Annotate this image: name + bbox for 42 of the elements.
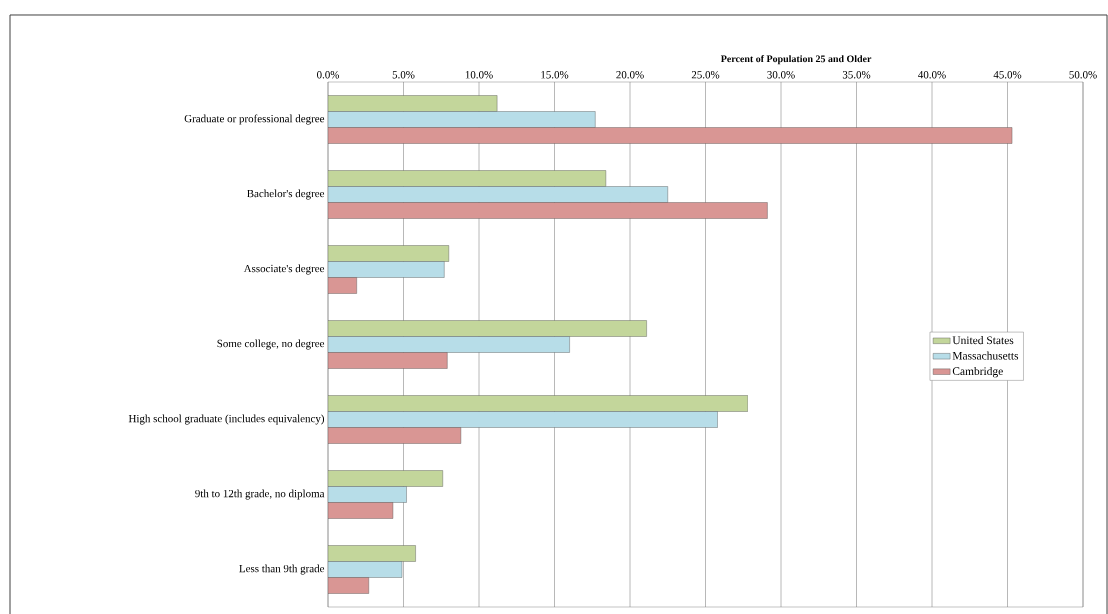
bar (328, 320, 647, 337)
bar (328, 95, 498, 112)
legend-label: Massachusetts (952, 351, 1019, 360)
bar (328, 111, 596, 128)
bar (328, 245, 449, 262)
bar (328, 411, 718, 428)
bar (328, 261, 445, 278)
bar (328, 352, 448, 369)
y-tick-label: Bachelor's degree (247, 189, 325, 200)
bar (328, 470, 443, 487)
bar (328, 577, 369, 594)
x-axis-title: Percent of Population 25 and Older (720, 55, 872, 65)
y-tick-label: 9th to 12th grade, no diploma (195, 489, 325, 500)
bar (328, 486, 407, 503)
y-tick-label: Some college, no degree (217, 339, 325, 350)
x-tick-label: 0.0% (317, 71, 340, 79)
bar (328, 502, 394, 519)
y-tick-label: Graduate or professional degree (184, 114, 325, 125)
bar (328, 561, 403, 578)
bar (328, 127, 1013, 144)
bar (328, 545, 416, 562)
bar (328, 202, 768, 219)
x-tick-label: 20.0% (616, 71, 644, 79)
x-tick-label: 45.0% (993, 71, 1022, 79)
legend-label: United States (952, 336, 1014, 345)
bar (328, 336, 570, 353)
x-tick-label: 5.0% (392, 71, 415, 79)
x-tick-label: 50.0% (1069, 71, 1097, 79)
bar (328, 427, 462, 444)
bar (328, 170, 607, 187)
x-tick-label: 15.0% (541, 71, 569, 79)
bar (328, 395, 748, 412)
y-tick-label: Less than 9th grade (239, 564, 325, 575)
x-tick-label: 40.0% (918, 71, 946, 79)
x-tick-label: 25.0% (691, 71, 720, 79)
x-tick-label: 10.0% (465, 71, 493, 79)
y-tick-label: Associate's degree (243, 264, 325, 275)
y-tick-label: High school graduate (includes equivalency) (128, 414, 325, 425)
x-tick-label: 30.0% (767, 71, 795, 79)
x-tick-label: 35.0% (842, 71, 871, 79)
bar (328, 186, 668, 203)
legend-label: Cambridge (952, 366, 1003, 378)
